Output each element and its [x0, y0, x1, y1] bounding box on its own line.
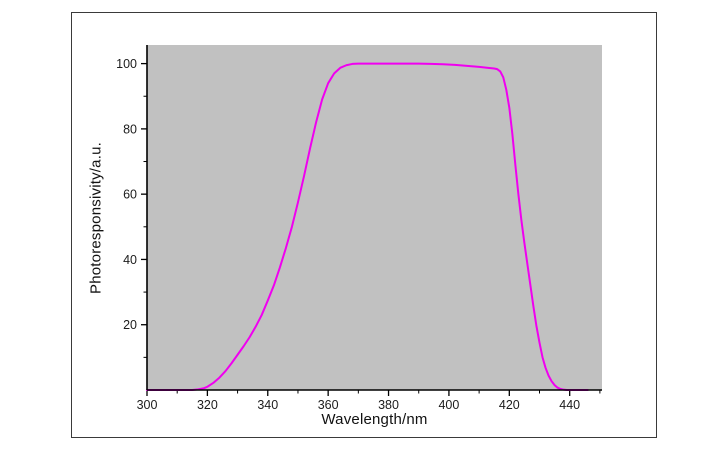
x-tick-label: 380 — [378, 398, 399, 412]
plot-background — [147, 45, 602, 390]
x-tick-label: 420 — [499, 398, 520, 412]
x-tick-label: 400 — [438, 398, 459, 412]
y-tick-label: 20 — [123, 318, 137, 332]
x-tick-label: 360 — [318, 398, 339, 412]
figure-frame: 300 320 340 360 380 400 420 440 20 40 60 80 100 Wave… — [71, 12, 657, 438]
y-axis-title: Photoresponsivity/a.u. — [87, 142, 105, 294]
y-tick-label: 80 — [123, 122, 137, 136]
x-tick-label: 340 — [257, 398, 278, 412]
x-tick-label: 300 — [137, 398, 158, 412]
y-tick-label: 40 — [123, 253, 137, 267]
y-tick-label: 60 — [123, 188, 137, 202]
x-tick-label: 320 — [197, 398, 218, 412]
y-tick-label: 100 — [116, 57, 137, 71]
x-axis-title: Wavelength/nm — [321, 411, 428, 428]
photoresponsivity-curve — [146, 62, 589, 391]
spectrum-chart: 300 320 340 360 380 400 420 440 20 40 60 80 100 — [116, 45, 602, 412]
x-tick-label: 440 — [559, 398, 580, 412]
